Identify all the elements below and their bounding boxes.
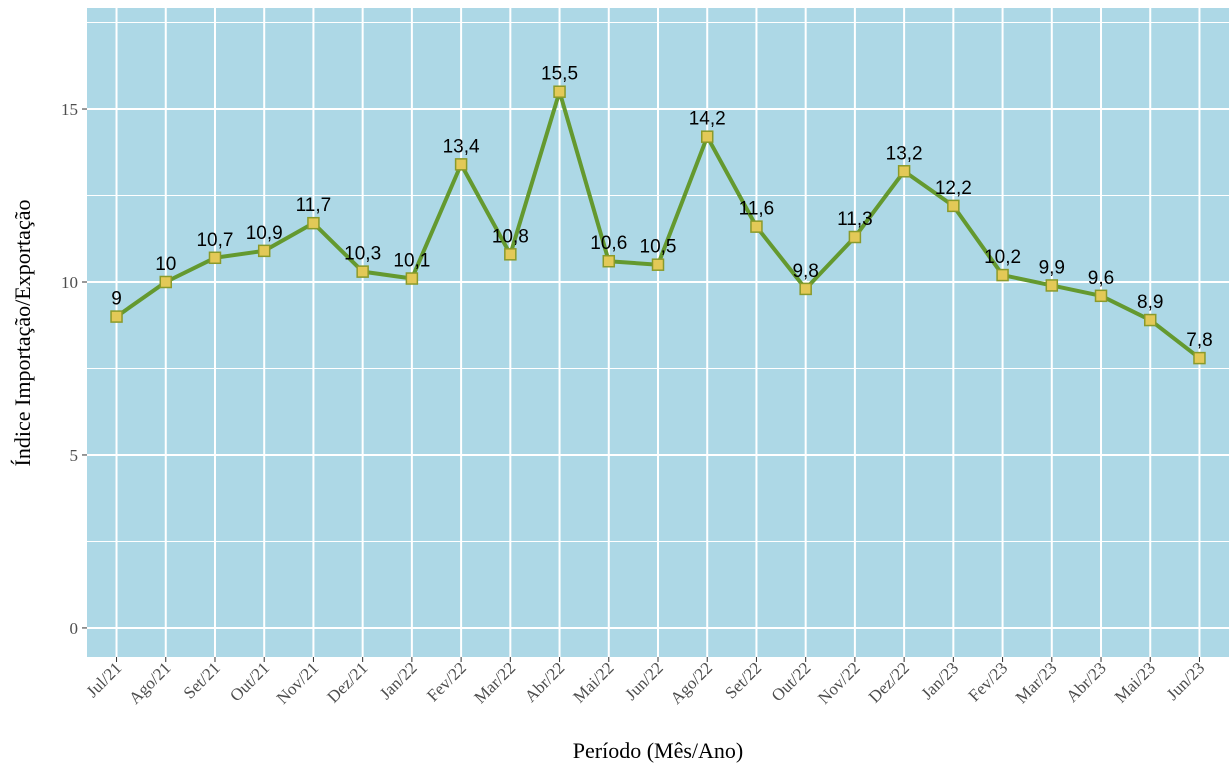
x-tick-label: Ago/21	[125, 658, 174, 707]
marker	[307, 216, 320, 230]
value-label: 10,7	[196, 230, 233, 251]
marker	[1143, 313, 1157, 327]
x-tick-label: Jan/22	[376, 658, 421, 703]
value-label: 10,2	[984, 247, 1021, 268]
value-label: 15,5	[541, 64, 578, 85]
value-label: 14,2	[689, 109, 726, 130]
marker	[257, 244, 271, 258]
x-tick-label: Jul/21	[83, 658, 126, 701]
y-axis-title: Índice Importação/Exportação	[10, 200, 35, 467]
marker	[700, 130, 714, 143]
value-label: 10,3	[344, 244, 381, 265]
marker	[1094, 289, 1108, 303]
marker	[947, 199, 960, 213]
marker	[159, 275, 173, 289]
value-label: 7,8	[1186, 330, 1212, 351]
value-label: 11,6	[739, 199, 775, 220]
value-label: 9,6	[1088, 268, 1114, 289]
value-label: 10,1	[393, 251, 430, 272]
x-tick-label: Set/21	[180, 658, 224, 702]
marker	[848, 230, 862, 244]
marker	[1193, 351, 1206, 365]
x-tick-label: Ago/22	[667, 658, 716, 707]
value-label: 12,2	[935, 178, 972, 199]
marker	[799, 282, 812, 296]
x-tick-label: Mai/23	[1111, 658, 1159, 706]
x-tick-label: Abr/22	[521, 658, 568, 705]
y-tick-label: 0	[70, 619, 79, 638]
marker	[602, 254, 616, 268]
marker	[504, 248, 517, 261]
x-tick-label: Jun/23	[1163, 658, 1208, 703]
x-tick-label: Mar/22	[470, 658, 519, 707]
x-tick-label: Mai/22	[569, 658, 617, 706]
x-axis-title: Período (Mês/Ano)	[573, 738, 743, 763]
value-label: 10,5	[640, 237, 677, 258]
value-label: 9,8	[792, 261, 818, 282]
x-tick-label: Nov/22	[814, 658, 863, 707]
marker	[897, 165, 911, 178]
value-label: 13,4	[443, 136, 480, 157]
value-label: 11,7	[296, 195, 332, 216]
value-label: 10,9	[246, 223, 283, 244]
x-tick-label: Jan/23	[917, 658, 962, 703]
x-tick-label: Nov/21	[273, 658, 322, 707]
value-label: 8,9	[1137, 292, 1163, 313]
y-tick-label: 10	[61, 273, 78, 292]
marker	[1045, 279, 1059, 292]
x-tick-label: Jun/22	[621, 658, 666, 703]
value-label: 13,2	[886, 143, 923, 164]
value-label: 10	[155, 254, 176, 275]
x-tick-label: Set/22	[721, 658, 765, 702]
marker	[208, 251, 222, 265]
marker	[110, 310, 123, 323]
value-label: 9,9	[1039, 257, 1065, 278]
marker	[996, 268, 1009, 282]
x-tick-label: Abr/23	[1062, 658, 1109, 705]
marker	[651, 258, 665, 271]
y-tick-label: 5	[70, 446, 79, 465]
marker	[454, 158, 468, 171]
x-tick-label: Dez/22	[865, 658, 913, 706]
value-label: 11,3	[837, 209, 873, 230]
marker	[405, 272, 419, 285]
value-label: 10,6	[590, 233, 627, 254]
x-tick-label: Fev/23	[965, 658, 1012, 705]
value-label: 10,8	[492, 226, 529, 247]
x-tick-label: Fev/22	[423, 658, 470, 705]
marker	[750, 220, 763, 233]
marker	[356, 265, 369, 278]
x-tick-label: Out/21	[226, 658, 273, 705]
x-tick-label: Out/22	[768, 658, 815, 705]
value-label: 9	[111, 289, 122, 310]
marker	[553, 85, 566, 98]
x-tick-label: Mar/23	[1012, 658, 1061, 707]
x-tick-label: Dez/21	[323, 658, 371, 706]
y-tick-label: 15	[61, 100, 78, 119]
